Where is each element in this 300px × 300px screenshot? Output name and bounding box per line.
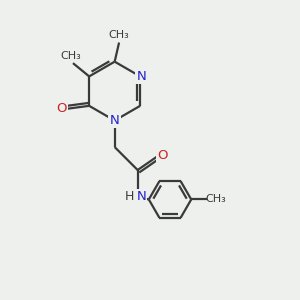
Text: N: N <box>110 114 119 127</box>
Text: N: N <box>137 70 146 83</box>
Text: O: O <box>56 102 67 115</box>
Text: O: O <box>158 149 168 162</box>
Text: CH₃: CH₃ <box>60 51 81 61</box>
Text: CH₃: CH₃ <box>109 30 130 40</box>
Text: N: N <box>136 190 146 203</box>
Text: H: H <box>125 190 134 203</box>
Text: CH₃: CH₃ <box>205 194 226 205</box>
